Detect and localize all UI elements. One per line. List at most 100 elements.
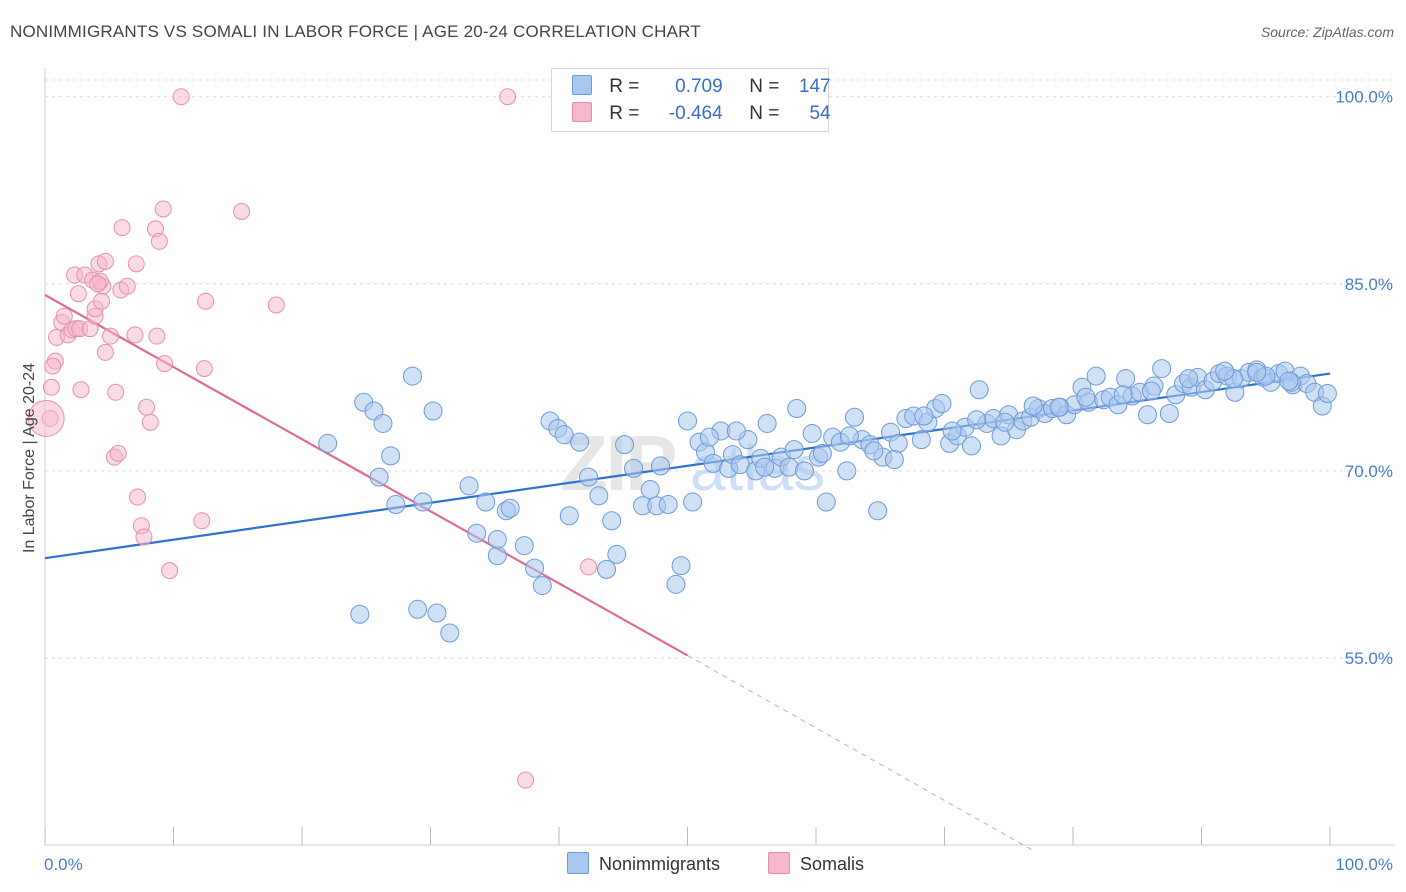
- nonimmigrant-point: [615, 435, 635, 455]
- chart-source: Source: ZipAtlas.com: [1260, 24, 1394, 40]
- somali-point: [161, 562, 179, 580]
- y-axis-label: In Labor Force | Age 20-24: [21, 363, 38, 553]
- nonimmigrant-point: [787, 398, 807, 418]
- somali-point: [195, 360, 213, 378]
- nonimmigrant-point: [373, 413, 393, 433]
- bottom-legend-swatch-pink: [768, 852, 790, 874]
- nonimmigrant-point: [932, 394, 952, 414]
- nonimmigrant-point: [911, 430, 931, 450]
- nonimmigrant-point: [459, 476, 479, 496]
- nonimmigrant-point: [794, 461, 814, 481]
- somali-point: [148, 327, 166, 345]
- somali-point: [156, 355, 174, 373]
- somali-trend-line-extension: [687, 654, 1035, 852]
- somali-point: [129, 488, 147, 506]
- y-tick-label: 100.0%: [1335, 88, 1393, 107]
- nonimmigrant-point: [1179, 369, 1199, 389]
- nonimmigrant-point: [624, 458, 644, 478]
- nonimmigrant-point: [1113, 385, 1133, 405]
- nonimmigrant-point: [487, 529, 507, 549]
- somali-point: [197, 292, 215, 310]
- data-points: [27, 88, 1337, 789]
- legend-row-nonimmigrants: R = 0.709 N = 147: [572, 75, 831, 99]
- nonimmigrant-point: [755, 457, 775, 477]
- x-tick-label: 0.0%: [44, 855, 83, 874]
- nonimmigrant-point: [942, 421, 962, 441]
- legend-n-label: N =: [749, 76, 780, 97]
- y-tick-labels: 55.0% 70.0% 85.0% 100.0%: [1335, 88, 1393, 668]
- nonimmigrant-point: [726, 421, 746, 441]
- somali-point: [517, 771, 535, 789]
- nonimmigrant-point: [589, 486, 609, 506]
- bottom-legend-swatch-blue: [567, 852, 589, 874]
- nonimmigrant-point: [570, 432, 590, 452]
- somali-point: [102, 327, 120, 345]
- somali-point: [141, 413, 159, 431]
- somali-point: [93, 292, 111, 310]
- nonimmigrant-point: [784, 440, 804, 460]
- legend-r-label: R =: [609, 76, 640, 97]
- legend-n-value: 147: [798, 76, 831, 97]
- somali-point: [499, 88, 517, 106]
- somali-point: [89, 275, 107, 293]
- nonimmigrant-point: [500, 498, 520, 518]
- nonimmigrant-point: [1159, 403, 1179, 423]
- nonimmigrant-point: [1152, 359, 1172, 379]
- nonimmigrant-point: [423, 401, 443, 421]
- nonimmigrant-point: [812, 443, 832, 463]
- nonimmigrant-point: [1215, 361, 1235, 381]
- somali-point: [96, 252, 114, 270]
- nonimmigrant-point: [671, 556, 691, 576]
- nonimmigrant-point: [683, 492, 703, 512]
- legend-r-value: 0.709: [675, 76, 723, 97]
- bottom-legend-label: Somalis: [800, 854, 865, 874]
- nonimmigrant-point: [559, 506, 579, 526]
- nonimmigrant-point: [350, 604, 370, 624]
- nonimmigrant-point: [408, 599, 428, 619]
- nonimmigrant-point: [967, 410, 987, 430]
- nonimmigrant-point: [602, 511, 622, 531]
- nonimmigrant-point: [888, 433, 908, 453]
- nonimmigrant-point: [525, 558, 545, 578]
- nonimmigrant-point: [532, 576, 552, 596]
- nonimmigrant-point: [640, 480, 660, 500]
- nonimmigrant-point: [1076, 387, 1096, 407]
- somali-point: [72, 381, 90, 399]
- nonimmigrant-point: [403, 366, 423, 386]
- nonimmigrant-point: [678, 411, 697, 431]
- nonimmigrant-point: [381, 446, 401, 466]
- nonimmigrant-point: [1247, 362, 1267, 382]
- nonimmigrant-point: [318, 433, 338, 453]
- nonimmigrant-point: [597, 559, 617, 579]
- somali-point: [233, 202, 251, 220]
- nonimmigrant-point: [579, 467, 599, 487]
- somali-point: [109, 444, 127, 462]
- somali-point: [193, 512, 211, 530]
- somali-point: [150, 232, 168, 250]
- nonimmigrant-point: [658, 495, 678, 515]
- nonimmigrant-point: [1279, 371, 1299, 391]
- legend-r-label: R =: [609, 103, 640, 124]
- grid-lines: [45, 79, 1395, 659]
- nonimmigrant-point: [1049, 397, 1069, 417]
- nonimmigrant-point: [467, 523, 487, 543]
- nonimmigrant-point: [651, 456, 671, 476]
- nonimmigrant-point: [1086, 366, 1106, 386]
- nonimmigrant-point: [607, 544, 627, 564]
- somali-point: [172, 88, 190, 106]
- nonimmigrant-point: [487, 546, 507, 566]
- nonimmigrant-point: [845, 407, 865, 427]
- nonimmigrant-point: [839, 426, 859, 446]
- nonimmigrant-point: [969, 380, 989, 400]
- legend-swatch-pink: [572, 102, 592, 122]
- somali-point: [135, 528, 153, 546]
- legend-row-somalis: R = -0.464 N = 54: [572, 102, 831, 126]
- nonimmigrant-point: [757, 413, 777, 433]
- somali-point: [44, 357, 62, 375]
- nonimmigrant-point: [864, 441, 884, 461]
- nonimmigrant-point: [554, 425, 574, 445]
- nonimmigrant-point: [837, 461, 857, 481]
- somali-point: [55, 307, 73, 325]
- somali-trend-line: [44, 294, 689, 657]
